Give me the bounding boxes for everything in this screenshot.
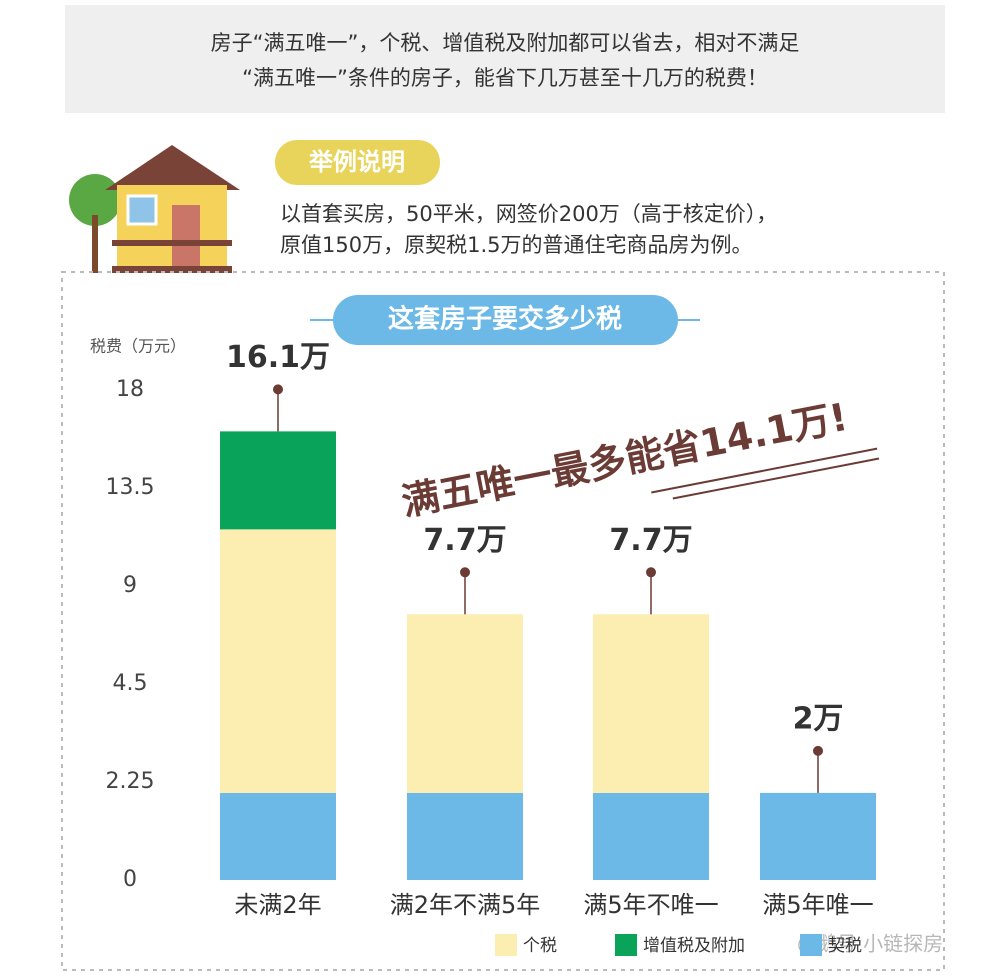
total-dot	[460, 567, 470, 578]
legend-swatch	[615, 934, 637, 956]
annotation: 满五唯一最多能省14.1万!	[398, 395, 851, 525]
total-label: 7.7万	[609, 523, 692, 558]
example-line: 以首套买房，50平米，网签价200万（高于核定价），	[280, 202, 777, 226]
y-tick-label: 9	[123, 573, 137, 598]
chart-title: 这套房子要交多少税	[388, 304, 622, 335]
banner	[333, 295, 678, 345]
legend-swatch	[495, 934, 517, 956]
total-dot	[813, 745, 823, 756]
header-line: 房子“满五唯一”，个税、增值税及附加都可以省去，相对不满足	[211, 31, 800, 55]
total-dot	[273, 384, 283, 395]
bar-segment	[220, 792, 336, 880]
y-tick-label: 13.5	[106, 475, 155, 500]
badge	[275, 140, 440, 185]
legend-label: 个税	[523, 936, 557, 956]
house-icon	[69, 145, 240, 273]
bar-segment	[407, 792, 523, 880]
badge-text: 举例说明	[308, 148, 405, 176]
y-tick-label: 18	[116, 377, 144, 402]
bar-segment	[593, 614, 709, 793]
x-tick-label: 满5年不唯一	[583, 891, 718, 919]
legend-swatch	[800, 934, 822, 956]
legend-label: 增值税及附加	[643, 936, 745, 956]
example-line: 原值150万，原契税1.5万的普通住宅商品房为例。	[280, 233, 752, 257]
annotation-line	[651, 447, 878, 494]
bar-segment	[760, 792, 876, 880]
y-tick-label: 2.25	[106, 769, 155, 794]
chart-frame	[61, 271, 945, 971]
annotation-line	[672, 457, 880, 500]
bar-segment	[220, 529, 336, 793]
total-dot	[646, 567, 656, 578]
total-label: 16.1万	[226, 340, 330, 375]
total-label: 2万	[793, 701, 844, 736]
x-tick-label: 未满2年	[234, 891, 321, 919]
y-axis-label: 税费（万元）	[90, 337, 186, 356]
bar-segment	[220, 431, 336, 530]
x-tick-label: 满5年唯一	[762, 891, 873, 919]
legend-label: 契税	[828, 936, 862, 956]
header-box	[65, 5, 945, 113]
y-tick-label: 4.5	[113, 671, 148, 696]
y-tick-label: 0	[123, 867, 137, 892]
header-line: “满五唯一”条件的房子，能省下几万甚至十几万的税费！	[242, 66, 768, 90]
bar-segment	[407, 614, 523, 793]
x-tick-label: 满2年不满5年	[390, 891, 541, 919]
bar-segment	[593, 792, 709, 880]
total-label: 7.7万	[423, 523, 506, 558]
